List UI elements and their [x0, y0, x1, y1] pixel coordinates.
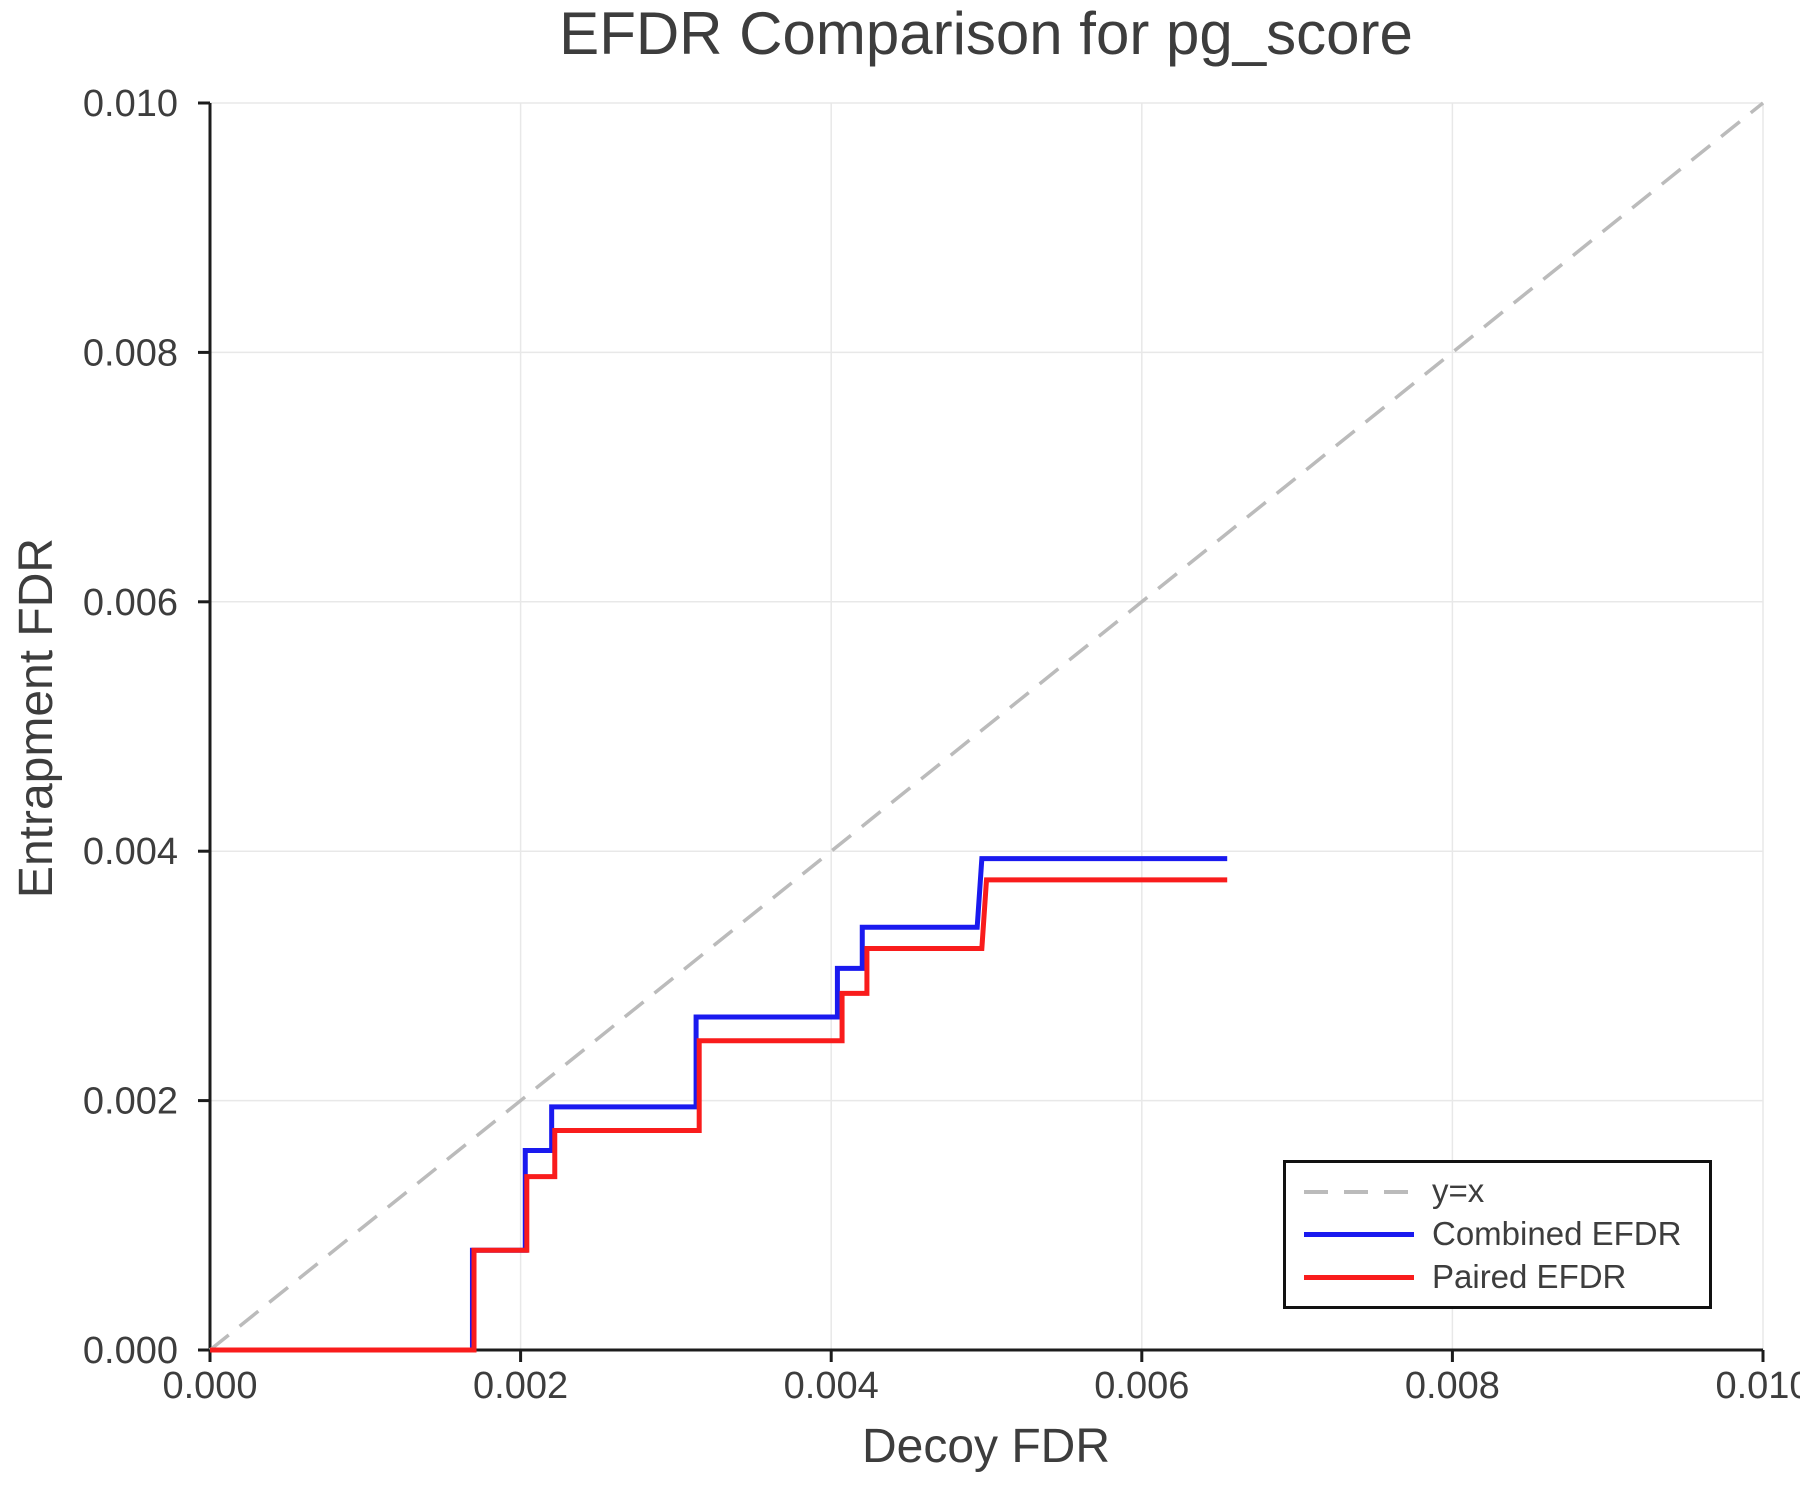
y-axis-label: Entrapment FDR [10, 538, 63, 898]
legend-item-yx: y=x [1304, 1172, 1709, 1210]
legend-item-paired-efdr: Paired EFDR [1304, 1258, 1709, 1296]
x-tick-label: 0.010 [1715, 1365, 1800, 1407]
tick-labels: 0.000 0.002 0.004 0.006 0.008 0.010 0.000 0.002… [83, 83, 1800, 1407]
legend-item-combined-efdr: Combined EFDR [1304, 1215, 1709, 1253]
x-tick-label: 0.004 [784, 1365, 879, 1407]
y-tick-label: 0.008 [83, 332, 178, 374]
y-tick-label: 0.010 [83, 83, 178, 125]
data-series [208, 101, 1765, 1353]
legend: y=x Combined EFDR Paired EFDR [1283, 1160, 1712, 1309]
y-tick-label: 0.006 [83, 582, 178, 624]
x-axis-label: Decoy FDR [862, 1420, 1110, 1473]
series-line-paired-efdr [210, 877, 1228, 1353]
legend-label-combined-efdr: Combined EFDR [1432, 1215, 1682, 1253]
x-tick-label: 0.002 [473, 1365, 568, 1407]
series-line-y-x [208, 101, 1765, 1352]
legend-dashed-line-sample [1304, 1189, 1414, 1194]
x-tick-label: 0.000 [162, 1365, 257, 1407]
y-tick-label: 0.002 [83, 1081, 178, 1123]
legend-blue-line-sample [1304, 1232, 1414, 1237]
legend-label-yx: y=x [1432, 1172, 1485, 1210]
x-tick-label: 0.006 [1094, 1365, 1189, 1407]
x-tick-label: 0.008 [1405, 1365, 1500, 1407]
y-tick-label: 0.004 [83, 831, 178, 873]
legend-red-line-sample [1304, 1275, 1414, 1280]
chart-title: EFDR Comparison for pg_score [559, 0, 1413, 67]
y-tick-label: 0.000 [83, 1330, 178, 1372]
legend-label-paired-efdr: Paired EFDR [1432, 1258, 1627, 1296]
series-line-combined-efdr [210, 856, 1228, 1353]
